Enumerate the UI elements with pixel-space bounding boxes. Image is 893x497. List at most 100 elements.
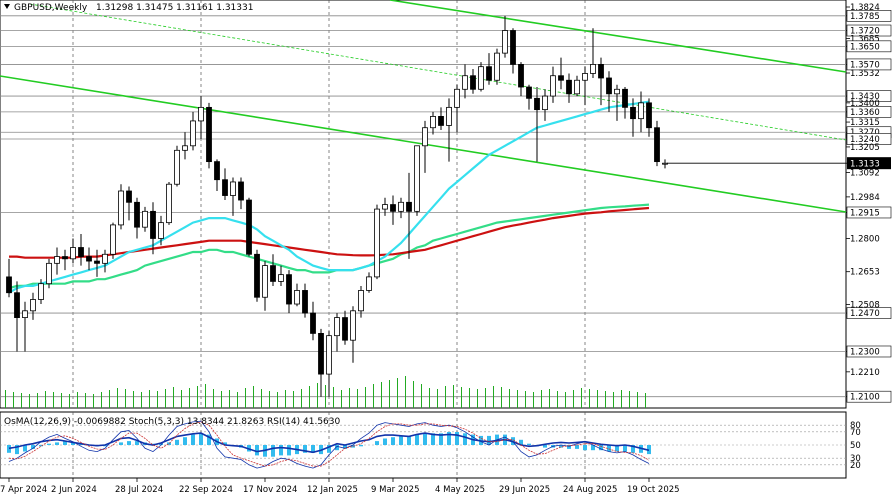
- collapse-triangle-icon[interactable]: [4, 4, 10, 9]
- osma-bar: [431, 433, 435, 445]
- candle-body: [198, 106, 204, 122]
- candle-body: [398, 201, 404, 212]
- candle-body: [350, 310, 356, 341]
- candlesticks: [6, 15, 668, 397]
- candle-body: [150, 210, 156, 239]
- indicator-level-label: 30: [850, 454, 861, 464]
- candle-body: [382, 204, 388, 210]
- price-tick-label: 1.3240: [850, 135, 880, 145]
- candle-body: [478, 66, 484, 90]
- osma-bar: [567, 445, 571, 449]
- volume-bars: [5, 376, 646, 408]
- time-tick-label: 28 Jul 2024: [115, 485, 163, 495]
- candle-body: [22, 310, 28, 318]
- osma-bar: [519, 439, 523, 445]
- price-tick-label: 1.2300: [850, 347, 880, 357]
- candle-body: [230, 181, 236, 196]
- candle-body: [334, 317, 340, 337]
- candle-body: [638, 102, 644, 120]
- osma-bar: [543, 445, 547, 448]
- osma-bar: [207, 434, 211, 445]
- price-level-tag: [846, 24, 892, 37]
- time-tick-label: 19 Oct 2025: [627, 485, 680, 495]
- price-tick-label: 1.2653: [850, 268, 880, 278]
- candle-body: [38, 283, 44, 300]
- candle-body: [6, 276, 12, 294]
- osma-bar: [615, 445, 619, 452]
- time-tick-label: 17 Nov 2024: [243, 485, 297, 495]
- candle-body: [246, 199, 252, 255]
- osma-bar: [559, 445, 563, 448]
- trend-line-dashed: [29, 3, 847, 141]
- candle-body: [78, 247, 84, 257]
- candle-body: [454, 88, 460, 108]
- indicator-level-label: 80: [850, 421, 861, 431]
- osma-bar: [391, 437, 395, 445]
- price-level-tag: [846, 10, 892, 22]
- trend-line-upper: [389, 0, 847, 73]
- candle-body: [518, 64, 524, 88]
- price-tick-label: 1.3532: [850, 69, 880, 79]
- osma-bar: [39, 445, 43, 447]
- price-level-tag: [846, 58, 892, 71]
- osma-bar: [15, 445, 19, 455]
- osma-bar: [407, 435, 411, 445]
- osma-bar: [463, 433, 467, 445]
- candle-body: [174, 149, 180, 185]
- osma-bar: [335, 445, 339, 451]
- candle-body: [390, 204, 396, 212]
- candle-body: [294, 290, 300, 305]
- time-tick-label: 12 Jan 2025: [307, 485, 358, 495]
- time-tick-label: 9 Mar 2025: [371, 485, 419, 495]
- candle-body: [46, 262, 52, 285]
- price-tick-label: 1.2470: [850, 309, 880, 319]
- stoch-main-line: [8, 420, 650, 469]
- price-level-tag: [846, 206, 892, 219]
- price-level-tag: [846, 390, 892, 403]
- candle-body: [214, 161, 220, 181]
- price-level-tag: [846, 106, 892, 118]
- price-tick-label: 1.3400: [850, 99, 880, 109]
- time-tick-label: 29 Jun 2025: [499, 485, 550, 495]
- osma-bar: [279, 445, 283, 456]
- candle-body: [30, 299, 36, 312]
- candle-body: [262, 265, 268, 298]
- candle-body: [486, 66, 492, 81]
- candle-body: [110, 224, 116, 255]
- candle-body: [190, 120, 196, 147]
- osma-bar: [527, 443, 531, 445]
- time-tick-label: 22 Sep 2024: [179, 485, 233, 495]
- price-tick-label: 1.2800: [850, 234, 880, 244]
- candle-body: [254, 253, 260, 298]
- candle-body: [94, 260, 100, 264]
- candle-body: [446, 106, 452, 126]
- osma-bar: [119, 442, 123, 445]
- indicator-header: OsMA(12,26,9) -0.0069882 Stoch(5,3,3) 13…: [4, 417, 340, 427]
- candle-body: [278, 274, 284, 282]
- osma-bar: [359, 445, 363, 447]
- osma-bar: [7, 445, 11, 453]
- candle-body: [406, 201, 412, 212]
- osma-bar: [631, 445, 635, 453]
- osma-bar: [55, 442, 59, 445]
- candle-body: [318, 333, 324, 375]
- osma-bar: [623, 445, 627, 452]
- osma-bar: [175, 439, 179, 445]
- osma-bar: [31, 445, 35, 449]
- osma-bar: [63, 441, 67, 445]
- candle-body: [654, 127, 660, 163]
- candle-body: [590, 64, 596, 74]
- candle-body: [158, 222, 164, 239]
- candle-body: [502, 30, 508, 54]
- osma-bar: [135, 441, 139, 445]
- osma-bar: [127, 441, 131, 445]
- chart-symbol: GBPUSD,Weekly: [14, 3, 88, 13]
- candle-body: [238, 181, 244, 201]
- osma-bar: [415, 434, 419, 445]
- osma-bar: [575, 445, 579, 449]
- osma-bar: [399, 435, 403, 445]
- price-tick-label: 1.3315: [850, 118, 880, 128]
- candle-body: [630, 106, 636, 120]
- indicator-level-label: 70: [850, 428, 861, 438]
- candle-body: [54, 256, 60, 264]
